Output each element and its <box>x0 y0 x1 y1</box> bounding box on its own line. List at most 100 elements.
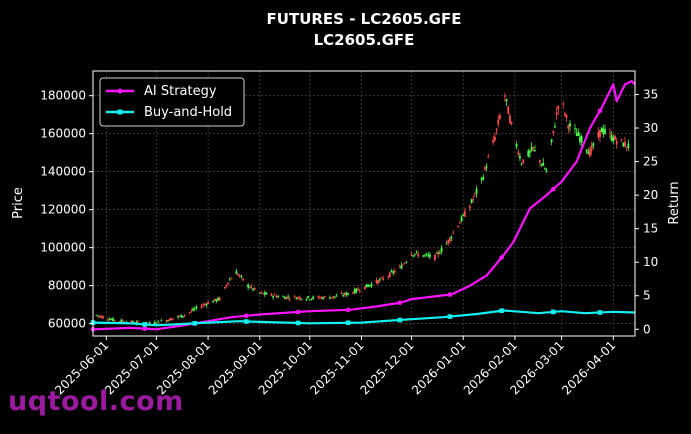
candle-body <box>328 297 331 299</box>
candle-body <box>615 140 618 145</box>
candle-body <box>433 254 436 260</box>
candle-body <box>495 128 498 131</box>
candle-body <box>534 149 536 151</box>
candle-body <box>602 128 605 134</box>
candle-body <box>405 261 408 263</box>
candle-body <box>482 176 485 180</box>
series-line-1 <box>92 309 636 327</box>
candle-body <box>342 295 345 297</box>
series-marker <box>244 319 249 324</box>
candle-body <box>540 164 543 166</box>
candle-body <box>312 296 315 299</box>
candle-body <box>148 322 151 324</box>
candle-body <box>542 162 545 166</box>
candle-body <box>323 296 326 298</box>
candle-body <box>212 301 214 303</box>
candle-body <box>365 284 368 288</box>
candle-body <box>585 149 588 152</box>
candle-body <box>463 210 466 217</box>
candle-body <box>298 297 301 300</box>
candle-body <box>112 318 114 321</box>
candle-body <box>410 254 413 256</box>
candle-body <box>200 306 203 308</box>
candle-body <box>132 321 134 323</box>
y-tick-label-right: 20 <box>643 188 658 202</box>
candle-body <box>310 298 313 300</box>
candle-body <box>610 134 613 141</box>
series-marker <box>550 309 556 315</box>
candle-body <box>223 287 226 289</box>
candle-body <box>499 115 501 119</box>
candlesticks <box>95 92 630 326</box>
candle-body <box>530 146 533 151</box>
candle-body <box>178 315 181 317</box>
candle-body <box>445 243 448 245</box>
candle-body <box>378 279 381 281</box>
series-marker <box>142 322 147 327</box>
candle-body <box>272 296 275 298</box>
y-tick-label-right: 15 <box>643 222 658 236</box>
candle-body <box>402 264 405 266</box>
candle-body <box>475 188 478 194</box>
candle-body <box>423 254 426 256</box>
x-tick-label: 2025-10-01 <box>256 338 315 397</box>
candle-body <box>343 292 346 295</box>
candle-body <box>317 296 320 297</box>
y-tick-label-left: 100000 <box>40 241 86 255</box>
candle-body <box>579 136 581 142</box>
candle-body <box>529 150 531 153</box>
candle-body <box>597 132 600 138</box>
candle-body <box>375 279 378 283</box>
candle-body <box>487 157 490 158</box>
candle-body <box>213 298 216 301</box>
candle-body <box>288 298 291 300</box>
candle-body <box>155 323 158 325</box>
candle-body <box>452 232 455 234</box>
candle-body <box>438 253 441 254</box>
x-tick-label: 2025-12-01 <box>357 338 416 397</box>
candle-body <box>217 297 219 301</box>
candle-body <box>273 294 276 296</box>
candle-body <box>599 130 601 138</box>
candle-body <box>172 318 174 320</box>
y-tick-label-left: 160000 <box>40 127 86 141</box>
candle-body <box>517 152 520 155</box>
candle-body <box>285 296 288 299</box>
candle-body <box>509 115 511 123</box>
candle-body <box>555 112 558 115</box>
x-tick-label: 2026-04-01 <box>559 338 618 397</box>
candle-body <box>203 304 206 306</box>
candle-body <box>253 288 256 290</box>
candle-body <box>377 280 380 284</box>
candle-body <box>218 297 221 301</box>
plot-frame <box>92 70 636 337</box>
candle-body <box>160 320 163 322</box>
candle-body <box>120 319 123 322</box>
candle-body <box>557 105 560 110</box>
candle-body <box>330 297 333 299</box>
candle-body <box>457 226 460 228</box>
series-marker <box>597 310 603 315</box>
candle-body <box>158 322 161 324</box>
candle-body <box>113 319 116 321</box>
candle-body <box>393 270 396 273</box>
series-marker <box>447 292 453 297</box>
candle-body <box>505 99 508 102</box>
candle-body <box>195 306 198 309</box>
candle-body <box>422 255 425 257</box>
candle-body <box>168 318 171 321</box>
candle-body <box>287 296 290 298</box>
candle-body <box>122 320 124 322</box>
x-tick-label: 2026-01-01 <box>409 338 468 397</box>
candle-body <box>355 288 358 292</box>
candle-body <box>300 298 303 300</box>
candle-body <box>627 143 630 149</box>
candle-body <box>277 296 280 298</box>
y-tick-label-right: 30 <box>643 121 658 135</box>
candle-body <box>262 293 265 295</box>
candle-body <box>305 298 308 300</box>
candle-body <box>544 168 546 170</box>
candle-body <box>470 199 473 203</box>
candle-body <box>520 164 523 165</box>
